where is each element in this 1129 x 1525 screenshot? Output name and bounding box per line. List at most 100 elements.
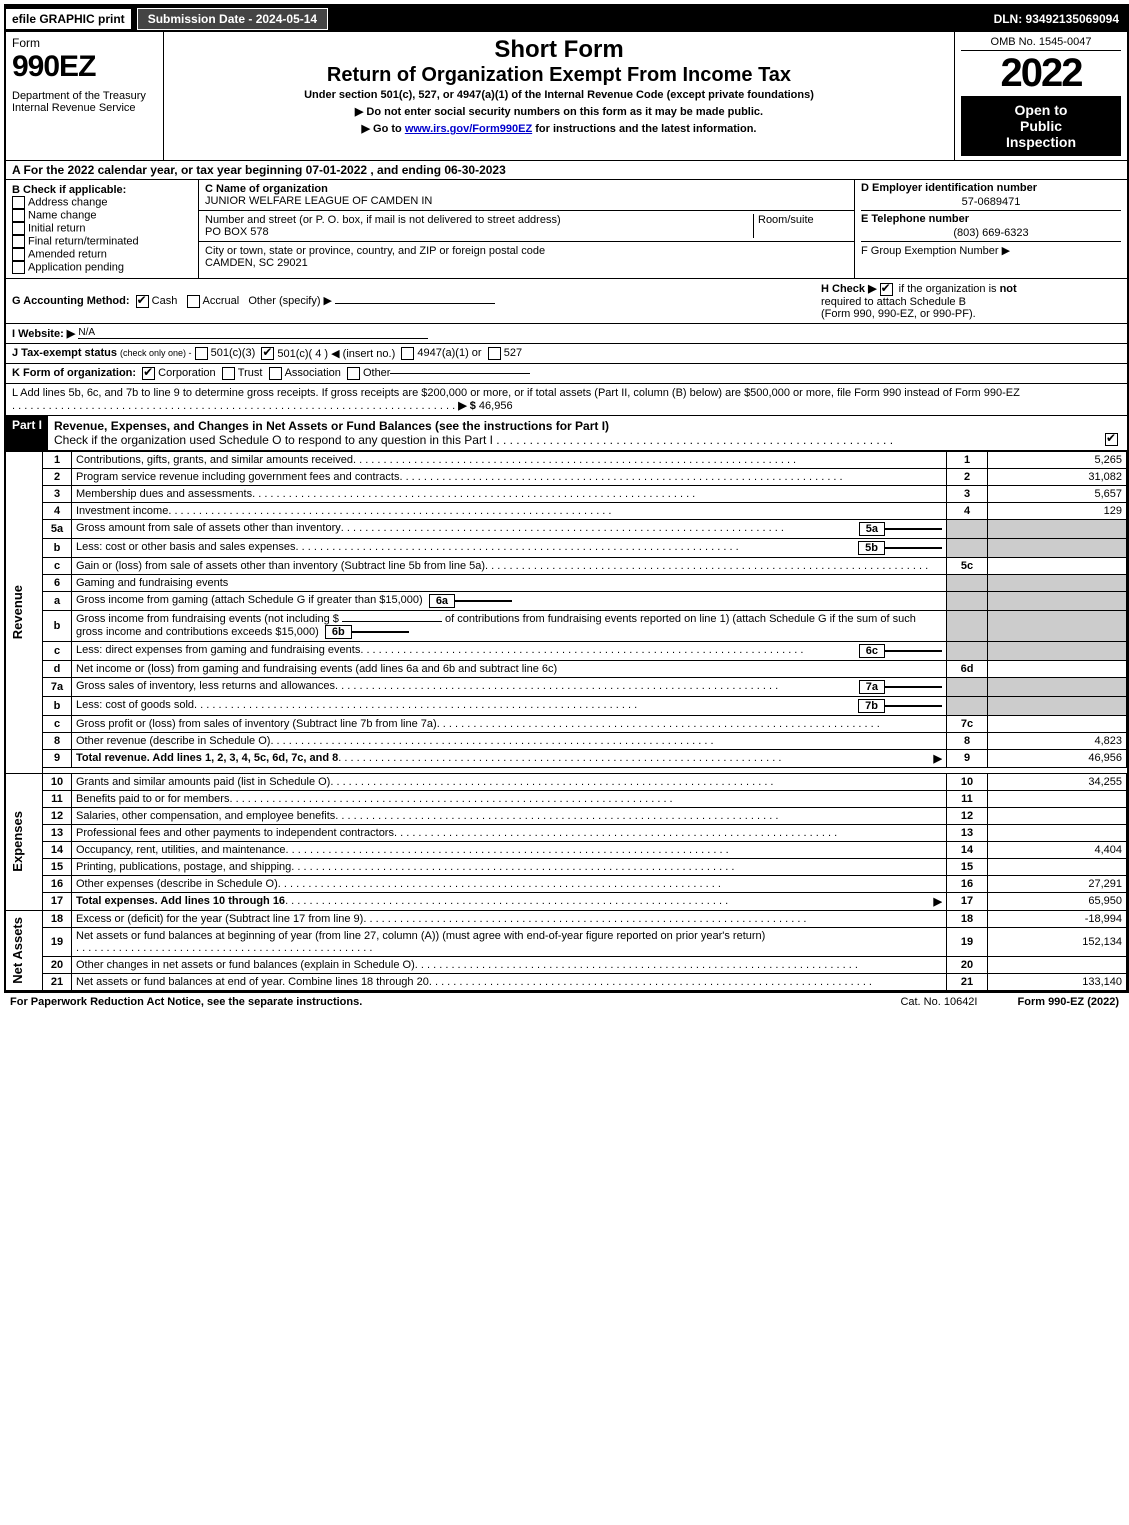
footer: For Paperwork Reduction Act Notice, see … [4,993,1125,1011]
goto-pre: ▶ Go to [362,123,405,135]
open3: Inspection [965,134,1117,150]
D-lbl: D Employer identification number [861,182,1121,194]
goto-post: for instructions and the latest informat… [532,123,756,135]
chk-4947[interactable] [401,347,414,360]
chk-accrual[interactable] [187,295,200,308]
header-mid: Short Form Return of Organization Exempt… [164,32,955,160]
line-1: Revenue 1 Contributions, gifts, grants, … [6,451,1127,468]
dept: Department of the Treasury [12,90,157,102]
vlabel-expenses: Expenses [10,807,30,876]
F-lbl: F Group Exemption Number ▶ [861,241,1121,257]
H-t1: if the organization is [899,283,1000,295]
chk-corp[interactable] [142,367,155,380]
line-19: 19Net assets or fund balances at beginni… [6,927,1127,956]
goto-line: ▶ Go to www.irs.gov/Form990EZ for instru… [170,122,948,135]
room-lbl: Room/suite [758,214,814,226]
line-17: 17Total expenses. Add lines 10 through 1… [6,892,1127,910]
part1-header: Part I Revenue, Expenses, and Changes in… [6,416,1127,451]
G-label: G Accounting Method: [12,295,130,307]
J-sub: (check only one) - [120,348,192,358]
chk-501c3[interactable] [195,347,208,360]
line-6d: dNet income or (loss) from gaming and fu… [6,660,1127,677]
line-2: 2Program service revenue including gover… [6,468,1127,485]
form-number: 990EZ [12,50,157,84]
room-col: Room/suite [753,214,848,238]
H-not: not [1000,283,1017,295]
chk-pending[interactable]: Application pending [12,261,192,274]
chk-name[interactable]: Name change [12,209,192,222]
chk-trust[interactable] [222,367,235,380]
open2: Public [965,118,1117,134]
org-addr: PO BOX 578 [205,226,753,238]
line-6a: aGross income from gaming (attach Schedu… [6,591,1127,610]
dln: DLN: 93492135069094 [986,9,1127,29]
row-L: L Add lines 5b, 6c, and 7b to line 9 to … [6,384,1127,416]
B-label: B Check if applicable: [12,184,192,196]
omb: OMB No. 1545-0047 [961,36,1121,51]
chk-address[interactable]: Address change [12,196,192,209]
row-I: I Website: ▶ N/A [6,324,1127,344]
C-name-lbl: C Name of organization [205,183,328,195]
line-8: 8Other revenue (describe in Schedule O)8… [6,732,1127,749]
footer-cat: Cat. No. 10642I [900,996,977,1008]
L-text: L Add lines 5b, 6c, and 7b to line 9 to … [12,387,1020,399]
header: Form 990EZ Department of the Treasury In… [6,32,1127,161]
section-C: C Name of organization JUNIOR WELFARE LE… [199,180,855,278]
line-20: 20Other changes in net assets or fund ba… [6,956,1127,973]
header-left: Form 990EZ Department of the Treasury In… [6,32,164,160]
line-5b: bLess: cost or other basis and sales exp… [6,538,1127,557]
chk-cash[interactable] [136,295,149,308]
short-form: Short Form [170,36,948,64]
line-4: 4Investment income4129 [6,502,1127,519]
part1-title: Revenue, Expenses, and Changes in Net As… [54,419,609,433]
line-3: 3Membership dues and assessments35,657 [6,485,1127,502]
H-t3: (Form 990, 990-EZ, or 990-PF). [821,308,976,320]
tel: (803) 669-6323 [861,225,1121,241]
C-addr-lbl: Number and street (or P. O. box, if mail… [205,214,753,226]
vlabel-netassets: Net Assets [10,913,30,988]
org-city: CAMDEN, SC 29021 [205,257,848,269]
open-box: Open to Public Inspection [961,96,1121,156]
chk-amended[interactable]: Amended return [12,248,192,261]
line-9: 9Total revenue. Add lines 1, 2, 3, 4, 5c… [6,749,1127,767]
J-label: J Tax-exempt status [12,347,117,359]
info-grid: B Check if applicable: Address change Na… [6,180,1127,279]
part1-check: Check if the organization used Schedule … [54,433,493,447]
row-GH: G Accounting Method: Cash Accrual Other … [6,279,1127,324]
line-10: Expenses 10Grants and similar amounts pa… [6,773,1127,790]
org-name: JUNIOR WELFARE LEAGUE OF CAMDEN IN [205,195,848,207]
chk-501c[interactable] [261,347,274,360]
I-label: I Website: ▶ [12,327,75,340]
open1: Open to [965,102,1117,118]
line-16: 16Other expenses (describe in Schedule O… [6,875,1127,892]
line-18: Net Assets 18Excess or (deficit) for the… [6,910,1127,927]
vlabel-revenue: Revenue [10,581,30,643]
G-other: Other (specify) ▶ [248,295,332,307]
H-label: H Check ▶ [821,283,877,295]
line-5c: cGain or (loss) from sale of assets othe… [6,557,1127,574]
row-J: J Tax-exempt status (check only one) - 5… [6,344,1127,364]
chk-part1-schO[interactable] [1105,433,1118,446]
header-right: OMB No. 1545-0047 2022 Open to Public In… [955,32,1127,160]
chk-other-org[interactable] [347,367,360,380]
L-val: 46,956 [479,400,513,412]
line-6c: cLess: direct expenses from gaming and f… [6,641,1127,660]
line-7c: cGross profit or (loss) from sales of in… [6,715,1127,732]
no-ssn: ▶ Do not enter social security numbers o… [170,105,948,118]
chk-527[interactable] [488,347,501,360]
under-section: Under section 501(c), 527, or 4947(a)(1)… [170,89,948,101]
line-11: 11Benefits paid to or for members11 [6,790,1127,807]
line-21: 21Net assets or fund balances at end of … [6,973,1127,990]
line-13: 13Professional fees and other payments t… [6,824,1127,841]
tax-year: 2022 [961,51,1121,96]
line-7b: bLess: cost of goods sold 7b [6,696,1127,715]
irs-link[interactable]: www.irs.gov/Form990EZ [405,123,532,135]
chk-assoc[interactable] [269,367,282,380]
chk-final[interactable]: Final return/terminated [12,235,192,248]
footer-left: For Paperwork Reduction Act Notice, see … [10,996,362,1008]
chk-H[interactable] [880,283,893,296]
line-6: 6Gaming and fundraising events [6,574,1127,591]
submission-date: Submission Date - 2024-05-14 [137,8,328,30]
chk-initial[interactable]: Initial return [12,222,192,235]
form-container: efile GRAPHIC print Submission Date - 20… [4,4,1129,993]
